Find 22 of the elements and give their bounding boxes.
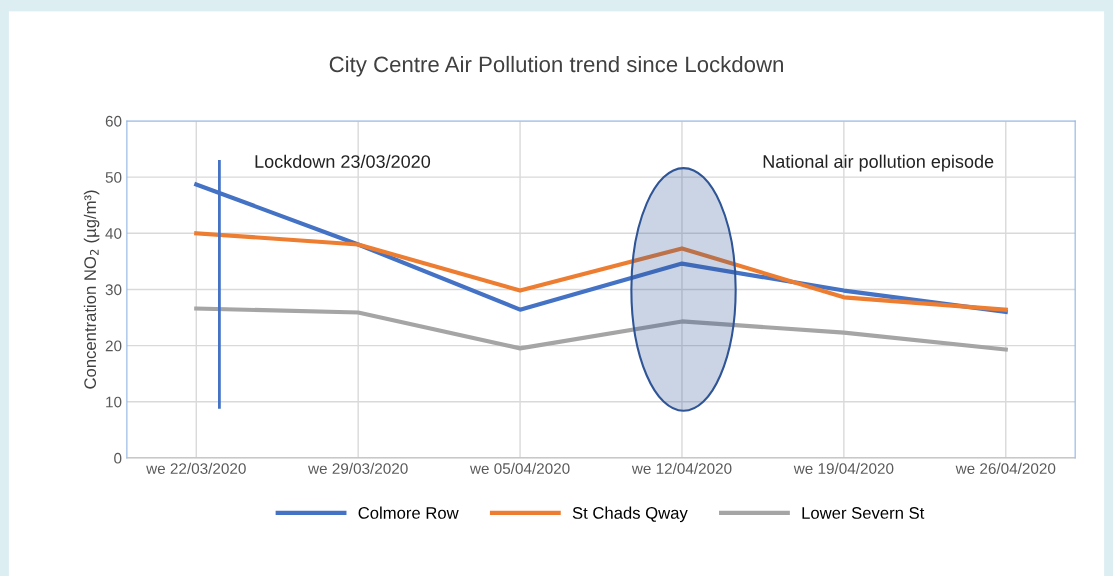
chart-title: City Centre Air Pollution trend since Lockdown — [329, 55, 783, 77]
y-tick-label: 0 — [114, 452, 122, 464]
line-series — [194, 231, 1008, 312]
y-tick-label: 60 — [105, 115, 122, 127]
x-tick-label: we 19/04/2020 — [793, 462, 894, 474]
line-series — [194, 306, 1008, 352]
legend-label: St Chads Qway — [572, 506, 688, 523]
y-tick-label: 30 — [105, 284, 122, 296]
x-tick-label: we 26/04/2020 — [955, 462, 1056, 474]
y-axis-title: Concentration NO$_{2}$ (µg/m³) — [83, 190, 100, 389]
x-tick-label: we 29/03/2020 — [308, 462, 408, 474]
y-tick-label: 10 — [106, 396, 122, 408]
x-tick-label: we 22/03/2020 — [146, 462, 246, 474]
annotation: National air pollution episode — [763, 154, 994, 172]
y-tick-label: 50 — [105, 171, 122, 183]
ref-line-label: Lockdown 23/03/2020 — [255, 154, 431, 168]
x-tick-label: we 12/04/2020 — [631, 462, 732, 474]
legend-label: Lower Severn St — [802, 507, 925, 519]
y-tick-label: 20 — [105, 340, 122, 352]
legend-label: Colmore Row — [358, 506, 459, 519]
x-tick-label: we 05/04/2020 — [469, 462, 570, 474]
y-tick-label: 40 — [105, 228, 122, 239]
